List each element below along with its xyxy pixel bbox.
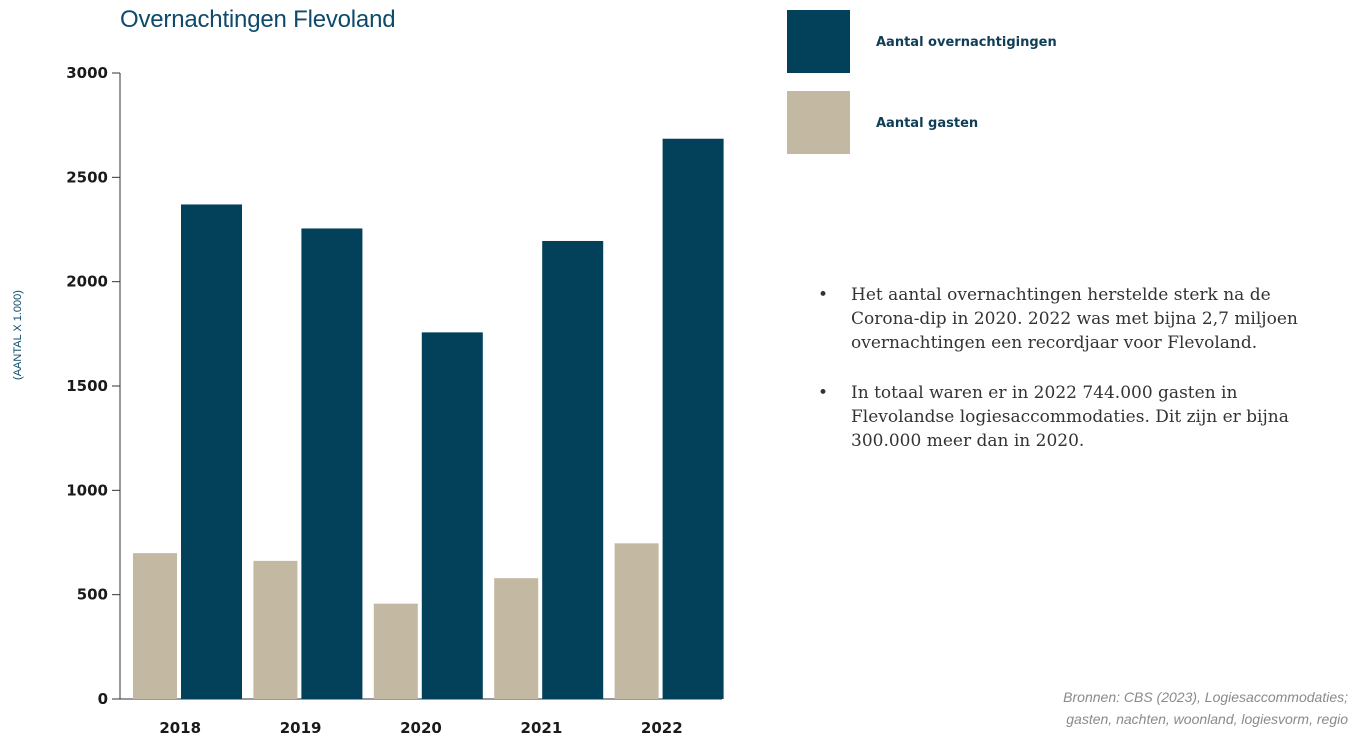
y-tick-label: 500 [77, 586, 108, 604]
x-tick-label: 2021 [521, 719, 563, 735]
legend-label-overnachtingen: Aantal overnachtigingen [876, 35, 1057, 50]
y-tick-label: 3000 [66, 64, 108, 82]
x-tick-label: 2020 [400, 719, 442, 735]
bar-gasten-2019 [253, 560, 298, 699]
legend-label-gasten: Aantal gasten [876, 116, 979, 131]
note-text: In totaal waren er in 2022 744.000 gaste… [851, 383, 1289, 451]
legend-swatch-overnachtingen [787, 10, 850, 73]
bar-gasten-2022 [614, 543, 659, 699]
notes-list: • Het aantal overnachtingen herstelde st… [818, 283, 1338, 479]
bar-gasten-2018 [133, 553, 177, 699]
bar-overnachtingen-2019 [301, 228, 363, 699]
chart-title: Overnachtingen Flevoland [120, 6, 396, 33]
bar-overnachtingen-2020 [421, 332, 483, 699]
bar-gasten-2020 [373, 603, 418, 699]
y-tick-label: 1500 [66, 377, 108, 395]
bar-gasten-2021 [494, 578, 539, 699]
source-line-1: Bronnen: CBS (2023), Logiesaccommodaties… [1063, 689, 1348, 705]
legend-swatch-gasten [787, 91, 850, 154]
x-tick-label: 2018 [159, 719, 201, 735]
bullet-icon: • [818, 383, 829, 403]
y-tick-label: 0 [98, 690, 108, 708]
y-tick-label: 2500 [66, 168, 108, 186]
y-tick-label: 1000 [66, 481, 108, 499]
bar-overnachtingen-2021 [542, 240, 604, 699]
bar-overnachtingen-2018 [181, 204, 242, 699]
bullet-icon: • [818, 285, 829, 305]
source-line-2: gasten, nachten, woonland, logiesvorm, r… [1066, 711, 1348, 727]
bar-overnachtingen-2022 [662, 138, 724, 700]
y-tick-label: 2000 [66, 273, 108, 291]
note-item: • Het aantal overnachtingen herstelde st… [818, 283, 1338, 355]
note-text: Het aantal overnachtingen herstelde ster… [851, 285, 1298, 353]
bar-chart: 0 500 1000 1500 2000 2500 3000 2018 2019 2020 2021… [66, 64, 724, 735]
x-tick-label: 2022 [641, 719, 683, 735]
note-item: • In totaal waren er in 2022 744.000 gas… [818, 381, 1338, 453]
x-tick-label: 2019 [280, 719, 322, 735]
source-note: Bronnen: CBS (2023), Logiesaccommodaties… [1014, 686, 1348, 730]
